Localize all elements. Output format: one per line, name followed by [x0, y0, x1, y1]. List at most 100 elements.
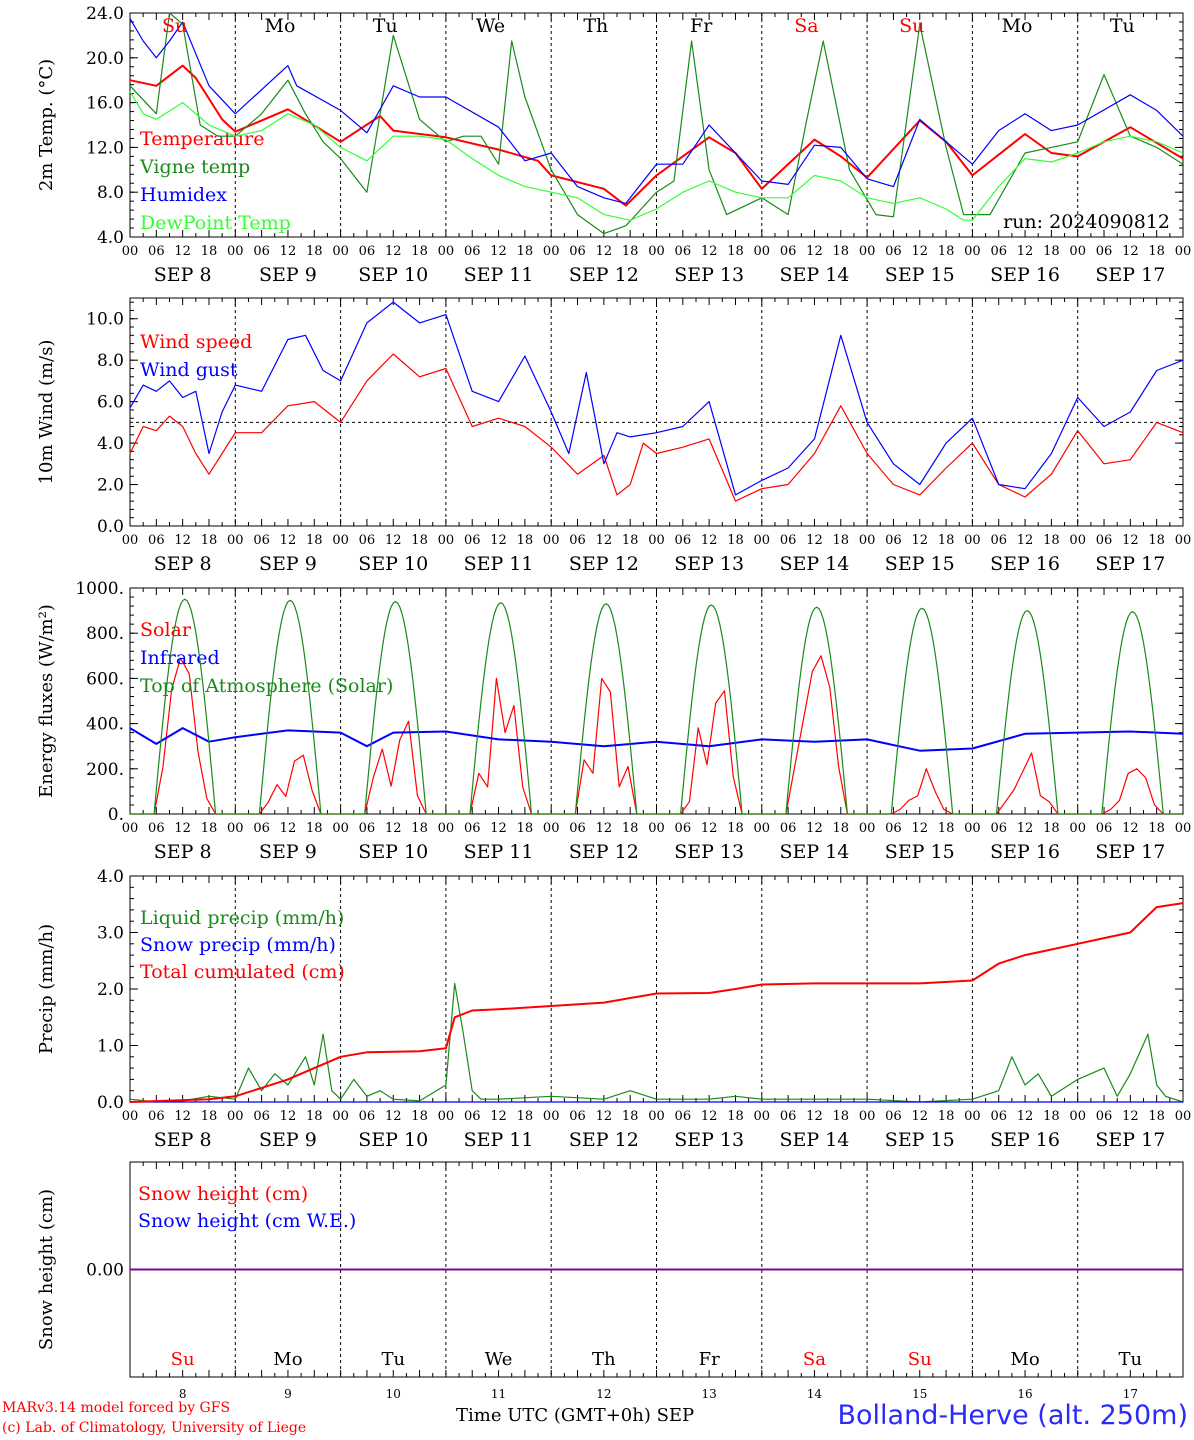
y-tick-label: 4.0 — [97, 867, 124, 887]
legend-entry: Wind gust — [140, 359, 238, 381]
hour-label: 00 — [859, 533, 876, 548]
bottom-day-number: 14 — [807, 1387, 823, 1401]
bottom-day-number: 13 — [702, 1387, 717, 1401]
hour-label: 06 — [148, 244, 165, 259]
series-line-total-cumulated-cm — [129, 902, 1184, 1103]
bottom-day-number: 16 — [1017, 1387, 1032, 1401]
legend-entry: Solar — [140, 619, 192, 641]
hour-label: 18 — [411, 244, 428, 259]
y-tick-label: 8.0 — [97, 183, 124, 203]
date-label: SEP 15 — [885, 553, 955, 575]
bottom-day-name: Tu — [381, 1349, 405, 1370]
hour-label: 00 — [227, 1109, 244, 1124]
bottom-day-name: Fr — [699, 1349, 720, 1370]
hour-label: 12 — [911, 533, 928, 548]
hour-label: 12 — [1122, 1109, 1139, 1124]
y-tick-label: 12.0 — [86, 138, 124, 158]
top-day-name: Su — [162, 15, 187, 37]
hour-label: 00 — [227, 821, 244, 836]
top-day-name: We — [476, 15, 505, 37]
hour-label: 18 — [1043, 533, 1060, 548]
bottom-day-number: 15 — [912, 1387, 927, 1401]
hour-label: 06 — [990, 1109, 1007, 1124]
hour-label: 12 — [1017, 533, 1034, 548]
legend-entry: Snow precip (mm/h) — [140, 934, 336, 956]
hour-label: 00 — [438, 1109, 455, 1124]
hour-label: 18 — [938, 244, 955, 259]
hour-label: 18 — [411, 821, 428, 836]
hour-label: 12 — [596, 244, 613, 259]
hour-label: 18 — [833, 821, 850, 836]
hour-label: 00 — [964, 244, 981, 259]
date-label: SEP 15 — [885, 1129, 955, 1151]
date-label: SEP 13 — [674, 841, 744, 863]
hour-label: 00 — [227, 533, 244, 548]
hour-label: 12 — [911, 1109, 928, 1124]
hour-label: 00 — [332, 244, 349, 259]
hour-label: 00 — [648, 821, 665, 836]
hour-label: 18 — [306, 1109, 323, 1124]
date-label: SEP 10 — [358, 841, 428, 863]
hour-label: 06 — [780, 821, 797, 836]
y-tick-label: 400. — [86, 715, 124, 735]
hour-label: 12 — [174, 1109, 191, 1124]
bottom-day-name: We — [485, 1349, 513, 1370]
bottom-day-number: 8 — [179, 1387, 187, 1401]
bottom-day-name: Mo — [273, 1349, 302, 1370]
hour-label: 12 — [1017, 1109, 1034, 1124]
hour-label: 00 — [122, 821, 139, 836]
hour-label: 18 — [201, 821, 218, 836]
hour-label: 12 — [280, 1109, 297, 1124]
legend-entry: Humidex — [140, 184, 227, 206]
date-label: SEP 16 — [990, 264, 1060, 286]
date-label: SEP 9 — [259, 841, 317, 863]
run-label: run: 2024090812 — [1003, 211, 1170, 233]
hour-label: 00 — [859, 244, 876, 259]
series-line-humidex — [129, 18, 1184, 204]
hour-label: 06 — [675, 1109, 692, 1124]
date-label: SEP 12 — [569, 264, 639, 286]
hour-label: 00 — [332, 821, 349, 836]
hour-label: 00 — [1069, 244, 1086, 259]
hour-label: 18 — [938, 1109, 955, 1124]
hour-label: 12 — [701, 533, 718, 548]
date-label: SEP 11 — [464, 553, 534, 575]
hour-label: 06 — [675, 821, 692, 836]
date-label: SEP 12 — [569, 841, 639, 863]
hour-label: 18 — [833, 533, 850, 548]
y-tick-label: 600. — [86, 669, 124, 689]
hour-label: 06 — [1096, 1109, 1113, 1124]
y-tick-label: 4.0 — [97, 228, 124, 248]
hour-label: 12 — [385, 533, 402, 548]
y-tick-label: 800. — [86, 624, 124, 644]
hour-label: 00 — [543, 533, 560, 548]
hour-label: 18 — [306, 821, 323, 836]
hour-label: 06 — [359, 533, 376, 548]
date-label: SEP 14 — [780, 841, 850, 863]
hour-label: 06 — [464, 244, 481, 259]
series-line-wind-speed — [129, 353, 1184, 502]
hour-label: 00 — [1069, 1109, 1086, 1124]
hour-label: 18 — [938, 821, 955, 836]
hour-label: 06 — [148, 821, 165, 836]
hour-label: 18 — [1148, 533, 1165, 548]
hour-label: 06 — [569, 1109, 586, 1124]
hour-label: 18 — [833, 1109, 850, 1124]
date-label: SEP 8 — [154, 264, 212, 286]
hour-label: 00 — [543, 821, 560, 836]
hour-label: 06 — [885, 533, 902, 548]
date-label: SEP 12 — [569, 553, 639, 575]
series-line-dewpoint-temp — [129, 91, 1184, 221]
hour-label: 18 — [1148, 821, 1165, 836]
series-line-wind-gust — [129, 301, 1184, 496]
legend-entry: Snow height (cm) — [138, 1183, 308, 1205]
hour-label: 06 — [464, 821, 481, 836]
hour-label: 00 — [543, 1109, 560, 1124]
hour-label: 18 — [517, 1109, 534, 1124]
date-label: SEP 15 — [885, 264, 955, 286]
hour-label: 06 — [253, 244, 270, 259]
hour-label: 18 — [727, 533, 744, 548]
legend-entry: Infrared — [140, 647, 220, 669]
hour-label: 18 — [1043, 1109, 1060, 1124]
hour-label: 18 — [622, 1109, 639, 1124]
